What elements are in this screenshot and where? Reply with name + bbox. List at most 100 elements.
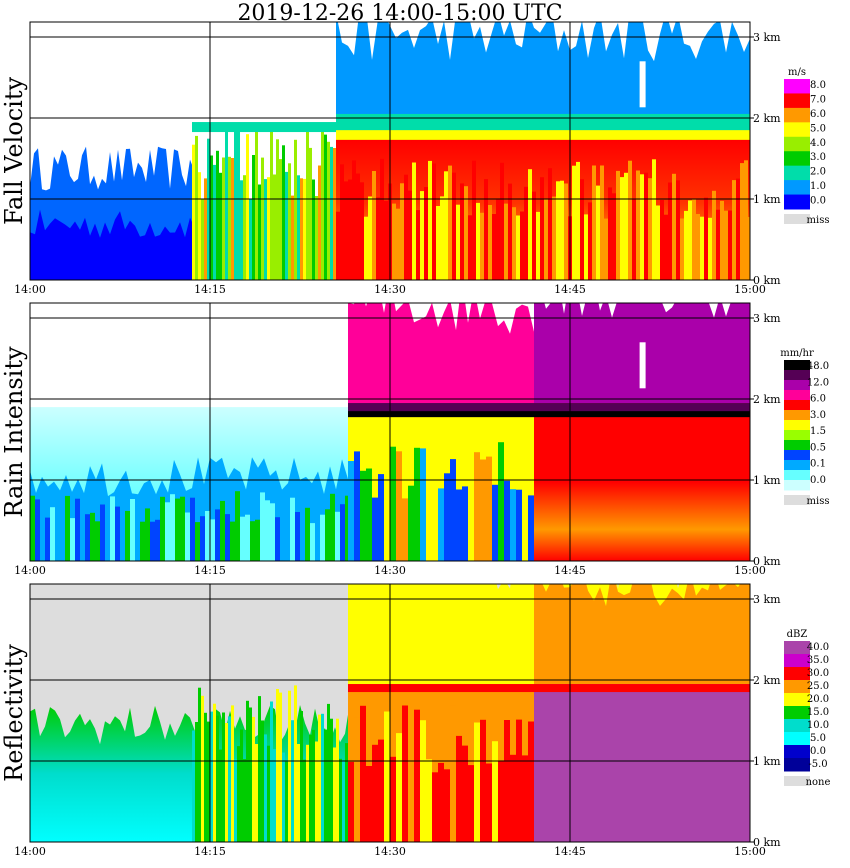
rain-streak xyxy=(616,170,620,280)
light-streak xyxy=(65,495,70,561)
rain-streak xyxy=(432,163,436,280)
legend-swatch xyxy=(784,450,810,461)
mid-streak xyxy=(450,459,456,561)
echo-streak xyxy=(249,707,252,842)
legend-level-label: 6.0 xyxy=(810,109,826,120)
legend-level-label: 30.0 xyxy=(807,668,829,679)
legend-level-label: 5.0 xyxy=(810,733,826,744)
streak xyxy=(261,157,264,280)
legend-level-label: 40.0 xyxy=(807,642,829,653)
rain-streak xyxy=(488,205,492,280)
plot-frame xyxy=(29,21,751,281)
mid-streak xyxy=(384,451,390,561)
legend-level-label: 4.0 xyxy=(810,138,826,149)
mid-streak xyxy=(432,482,438,561)
rain-streak xyxy=(724,210,728,280)
y-tick-label: 0 km xyxy=(753,274,781,287)
echo-streak xyxy=(279,692,282,842)
rain-streak xyxy=(464,186,468,280)
legend-swatch xyxy=(784,430,810,441)
light-streak xyxy=(130,499,135,561)
light-streak xyxy=(280,497,285,561)
mid-echo-streak xyxy=(366,766,372,842)
legend-swatch xyxy=(784,667,810,681)
rain-streak xyxy=(516,215,520,280)
mid-streak xyxy=(378,474,384,561)
light-streak xyxy=(160,496,165,561)
rain-streak xyxy=(748,217,750,280)
legend-swatch xyxy=(784,93,810,109)
rain-streak xyxy=(532,191,536,280)
rain-streak xyxy=(624,172,628,280)
mid-streak xyxy=(504,480,510,561)
echo-streak xyxy=(237,746,240,842)
legend-swatch xyxy=(784,360,810,371)
streak xyxy=(273,174,276,280)
drizzle-core xyxy=(30,209,192,280)
mid-streak xyxy=(426,456,432,561)
rain-streak xyxy=(408,190,412,280)
rain-streak xyxy=(524,186,528,280)
legend-swatch xyxy=(784,732,810,746)
mid-streak xyxy=(402,498,408,561)
mid-echo-streak xyxy=(474,722,480,842)
legend-missing-label: miss xyxy=(807,215,830,226)
mid-streak xyxy=(366,468,372,561)
rain-streak xyxy=(504,203,508,280)
echo-streak xyxy=(300,711,303,842)
streak xyxy=(195,135,198,280)
rain-streak xyxy=(656,205,660,280)
legend-swatch xyxy=(784,745,810,759)
mid-streak xyxy=(414,447,420,561)
streak xyxy=(192,144,195,280)
rain-streak xyxy=(528,169,532,280)
legend-swatch xyxy=(784,194,810,210)
rain-streak xyxy=(600,165,604,280)
mid-streak xyxy=(492,484,498,561)
legend-level-label: 0.0 xyxy=(810,475,826,486)
echo-streak xyxy=(252,716,255,842)
heavy-rain xyxy=(534,403,750,561)
rain-streak xyxy=(660,200,664,280)
echo-streak xyxy=(228,716,231,842)
streak xyxy=(231,158,234,280)
streak xyxy=(234,128,237,280)
echo-streak xyxy=(195,722,198,842)
light-streak xyxy=(190,497,195,561)
streak xyxy=(207,138,210,280)
plot-frame xyxy=(29,302,751,562)
streak xyxy=(333,148,336,280)
legend-level-label: 2.0 xyxy=(810,167,826,178)
legend-swatch xyxy=(784,680,810,694)
streak xyxy=(306,122,309,280)
echo-streak xyxy=(285,761,288,842)
rain-streak xyxy=(440,196,444,280)
mid-streak xyxy=(420,448,426,561)
mid-streak xyxy=(528,495,534,561)
rain-streak xyxy=(652,159,656,280)
echo-streak xyxy=(330,718,333,842)
rain-streak xyxy=(604,218,608,280)
streak xyxy=(258,184,261,280)
rain-streak xyxy=(460,183,464,280)
rain-streak xyxy=(684,210,688,280)
echo-streak xyxy=(297,744,300,842)
band-dark xyxy=(348,403,750,414)
mid-streak xyxy=(522,442,528,561)
streak xyxy=(240,180,243,280)
panel-label: Fall Velocity xyxy=(0,77,28,226)
panel-2: 14:00 14:15 14:30 14:45 15:000 km 1 km 2 km 3 k… xyxy=(0,302,829,577)
legend-level-label: 35.0 xyxy=(807,655,829,666)
x-tick-label: 14:15 xyxy=(194,564,226,577)
legend-unit: dBZ xyxy=(787,629,808,640)
rain-streak xyxy=(444,171,448,280)
rain-streak xyxy=(456,204,460,280)
echo-streak xyxy=(270,701,273,842)
rain-streak xyxy=(584,214,588,280)
mid-echo-streak xyxy=(354,717,360,842)
mid-echo-streak xyxy=(510,754,516,842)
light-streak xyxy=(140,521,145,561)
streak xyxy=(309,147,312,280)
mid-streak xyxy=(372,497,378,561)
echo-streak xyxy=(315,741,318,842)
